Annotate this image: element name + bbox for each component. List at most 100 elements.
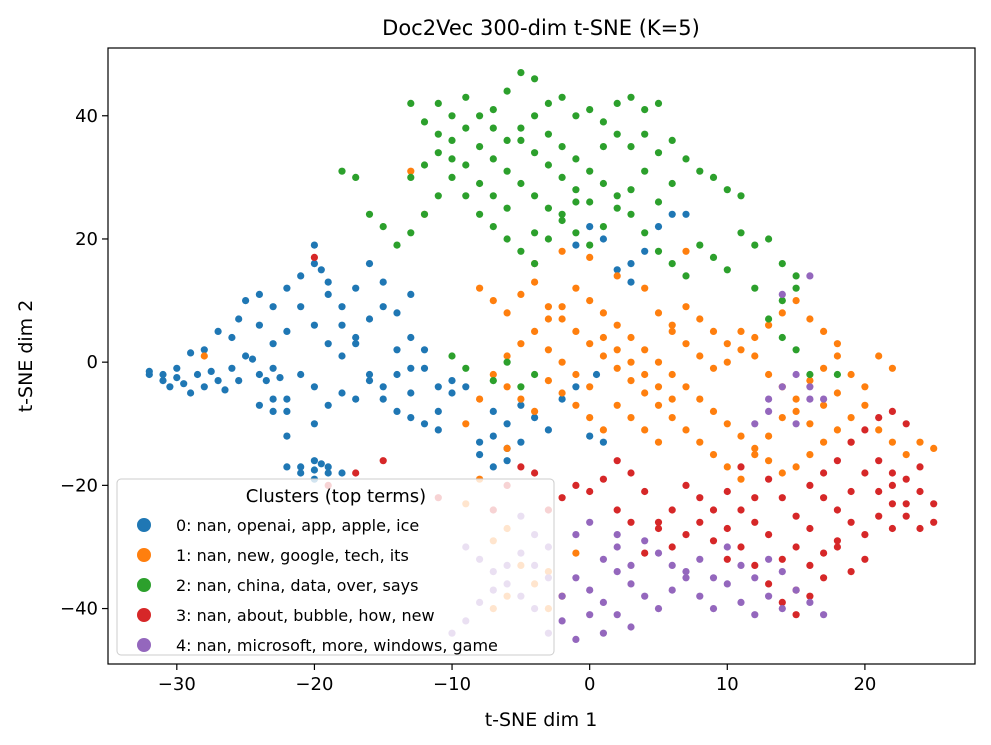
point-cluster-2-90	[517, 136, 525, 144]
point-cluster-2-33	[668, 136, 676, 144]
point-cluster-1-38	[517, 340, 525, 348]
point-cluster-3-70	[930, 518, 938, 526]
point-cluster-3-65	[820, 574, 828, 582]
point-cluster-1-11	[627, 333, 635, 342]
point-cluster-2-31	[641, 167, 649, 175]
legend-marker-2	[137, 578, 151, 592]
point-cluster-2-50	[365, 210, 374, 218]
point-cluster-0-59	[310, 241, 318, 249]
point-cluster-1-91	[572, 370, 580, 379]
point-cluster-0-61	[379, 278, 387, 286]
point-cluster-1-58	[792, 395, 800, 403]
point-cluster-0-67	[324, 469, 332, 477]
point-cluster-2-17	[420, 161, 429, 169]
point-cluster-1-119	[875, 352, 883, 360]
point-cluster-1-33	[930, 444, 938, 452]
point-cluster-1-20	[751, 444, 759, 452]
point-cluster-3-18	[778, 555, 786, 563]
x-tick-label: 20	[853, 674, 876, 695]
point-cluster-4-7	[668, 586, 676, 594]
point-cluster-2-27	[586, 241, 594, 249]
point-cluster-2-105	[627, 143, 635, 151]
point-cluster-0-92	[599, 235, 608, 243]
point-cluster-1-108	[709, 327, 718, 335]
point-cluster-2-117	[792, 346, 800, 354]
point-cluster-0-30	[283, 327, 291, 335]
point-cluster-2-38	[462, 192, 470, 200]
x-tick-label: −10	[433, 674, 471, 695]
point-cluster-3-82	[517, 463, 525, 471]
point-cluster-2-84	[751, 284, 759, 292]
point-cluster-1-44	[599, 352, 608, 360]
point-cluster-2-1	[531, 75, 539, 83]
point-cluster-1-78	[558, 389, 566, 397]
point-cluster-3-66	[875, 487, 883, 496]
point-cluster-3-33	[572, 481, 580, 489]
point-cluster-1-90	[558, 358, 566, 366]
point-cluster-2-75	[737, 229, 745, 237]
point-cluster-1-8	[586, 297, 594, 305]
point-cluster-1-1	[489, 297, 497, 305]
y-tick-label: 0	[87, 352, 98, 373]
point-cluster-2-45	[434, 192, 442, 200]
point-cluster-3-61	[613, 506, 621, 514]
point-cluster-0-119	[434, 426, 442, 434]
point-cluster-0-104	[338, 321, 346, 329]
point-cluster-1-16	[696, 395, 704, 403]
point-cluster-4-32	[778, 568, 786, 576]
point-cluster-0-86	[613, 266, 621, 274]
point-cluster-4-25	[682, 568, 690, 576]
point-cluster-0-26	[324, 278, 332, 286]
point-cluster-0-35	[365, 315, 374, 323]
point-cluster-0-31	[269, 340, 277, 348]
point-cluster-0-84	[586, 432, 594, 440]
point-cluster-0-40	[407, 364, 415, 372]
point-cluster-0-48	[297, 370, 305, 379]
point-cluster-1-114	[792, 407, 800, 415]
point-cluster-3-64	[833, 543, 842, 551]
point-cluster-0-85	[599, 438, 608, 446]
point-cluster-0-123	[503, 457, 511, 465]
point-cluster-4-18	[820, 611, 828, 619]
point-cluster-3-24	[696, 494, 704, 502]
point-cluster-0-62	[393, 346, 401, 354]
point-cluster-1-66	[696, 352, 704, 360]
point-cluster-2-6	[476, 112, 484, 120]
point-cluster-1-60	[820, 364, 828, 372]
point-cluster-1-135	[503, 444, 511, 452]
point-cluster-0-8	[207, 367, 215, 375]
point-cluster-4-68	[572, 531, 580, 539]
legend-label-3: 3: nan, about, bubble, how, new	[176, 606, 435, 625]
point-cluster-3-53	[723, 487, 731, 496]
point-cluster-0-33	[338, 352, 346, 360]
point-cluster-2-67	[627, 210, 635, 218]
point-cluster-2-116	[778, 333, 786, 342]
point-cluster-3-9	[916, 487, 924, 496]
x-tick-label: −20	[295, 674, 333, 695]
point-cluster-2-70	[668, 260, 676, 268]
point-cluster-0-46	[324, 401, 332, 409]
point-cluster-2-21	[503, 167, 511, 175]
point-cluster-0-4	[180, 380, 188, 388]
point-cluster-1-111	[751, 352, 759, 360]
point-cluster-2-13	[654, 99, 663, 107]
point-cluster-3-46	[888, 469, 897, 477]
point-cluster-2-30	[627, 186, 635, 194]
point-cluster-1-54	[737, 475, 745, 483]
point-cluster-2-115	[833, 370, 842, 379]
point-cluster-2-72	[696, 241, 704, 249]
point-cluster-1-70	[751, 333, 759, 342]
point-cluster-2-92	[489, 192, 497, 200]
point-cluster-4-3	[613, 568, 621, 576]
point-cluster-0-105	[235, 315, 243, 323]
point-cluster-4-6	[654, 605, 663, 613]
point-cluster-1-18	[723, 420, 731, 428]
point-cluster-1-134	[682, 247, 690, 255]
point-cluster-3-68	[902, 512, 910, 520]
point-cluster-1-100	[558, 247, 566, 255]
point-cluster-4-19	[599, 555, 608, 563]
point-cluster-1-29	[875, 426, 883, 434]
point-cluster-2-99	[544, 235, 553, 243]
point-cluster-0-52	[379, 395, 387, 403]
point-cluster-0-120	[407, 414, 415, 422]
